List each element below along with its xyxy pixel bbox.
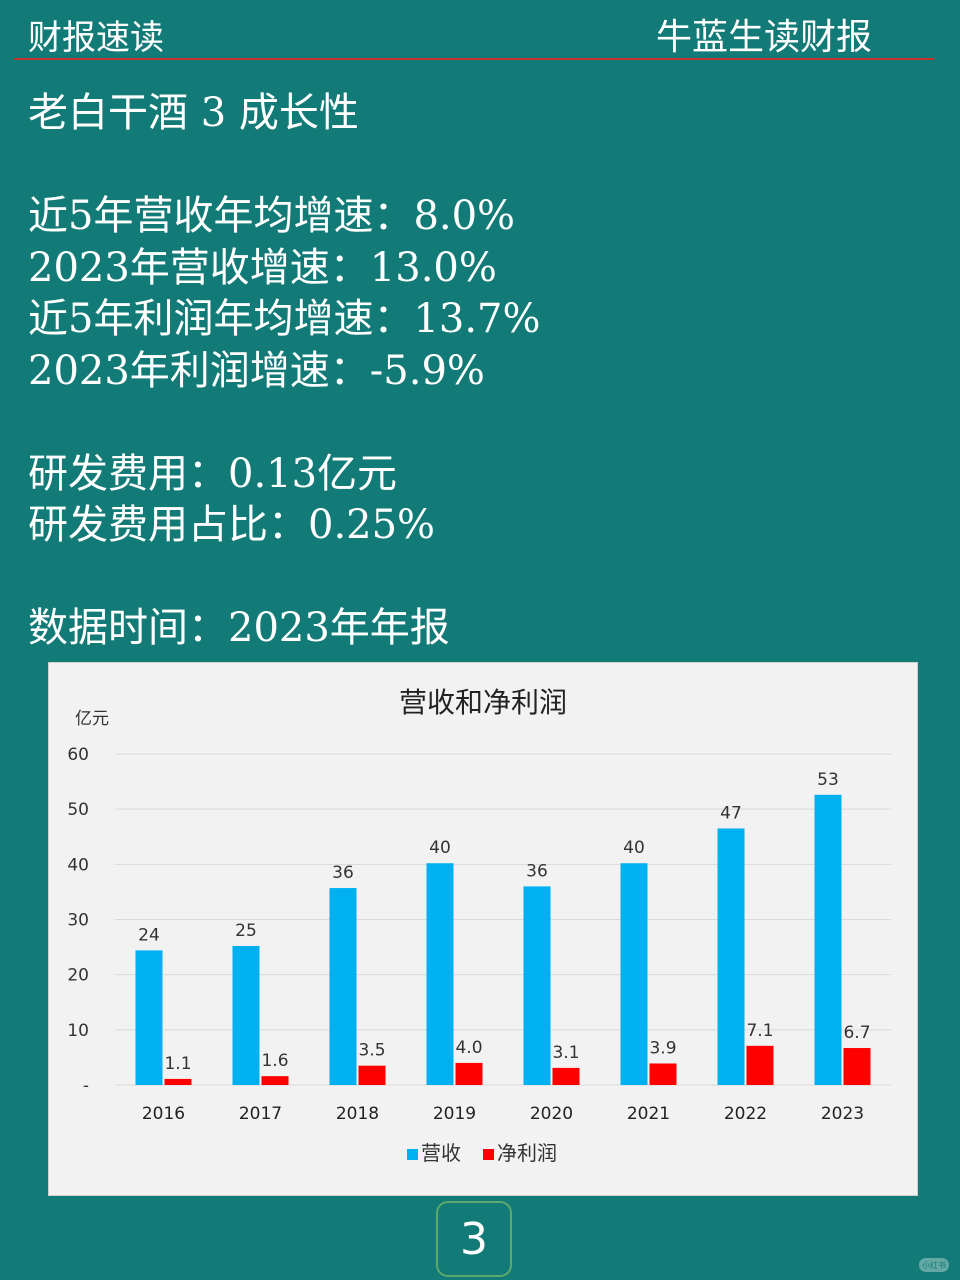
chart-panel: 营收和净利润亿元 - 10 20 30 40 50 60 24 1.1 2016 25 1.6 2017 3… [48, 662, 918, 1196]
x-tick-label: 2021 [627, 1104, 670, 1124]
spacer-line [28, 397, 541, 449]
revenue-bar [232, 945, 260, 1085]
x-tick-label: 2022 [724, 1104, 767, 1124]
x-tick-label: 2017 [239, 1104, 282, 1124]
rd-expense-line: 研发费用：0.13亿元 [28, 450, 398, 497]
profit-data-label: 1.1 [164, 1054, 191, 1074]
revenue-data-label: 36 [332, 863, 354, 883]
profit-bar [164, 1078, 192, 1085]
revenue-data-label: 40 [429, 838, 451, 858]
profit-data-label: 1.6 [261, 1051, 288, 1071]
revenue-data-label: 24 [138, 925, 160, 945]
y-tick-label: - [83, 1076, 89, 1096]
y-tick-label: 20 [67, 966, 89, 986]
spacer-line [28, 552, 541, 604]
watermark-logo: 小红书 [919, 1258, 949, 1272]
page-number-badge[interactable]: 3 [436, 1201, 512, 1277]
summary-text-block: 老白干酒 3 成长性 近5年营收年均增速：8.0% 2023年营收增速：13.0… [28, 88, 541, 655]
chart-title: 营收和净利润 [399, 686, 567, 719]
revenue-data-label: 53 [817, 770, 839, 790]
revenue-bar [523, 886, 551, 1085]
y-tick-label: 30 [67, 911, 89, 931]
revenue-bar [717, 828, 745, 1085]
x-tick-label: 2019 [433, 1104, 476, 1124]
x-tick-label: 2023 [821, 1104, 864, 1124]
y-tick-label: 40 [67, 855, 89, 875]
profit-bar [649, 1063, 677, 1085]
profit-bar [455, 1062, 483, 1085]
revenue-growth-line: 2023年营收增速：13.0% [28, 244, 497, 291]
legend-label-profit: 净利润 [497, 1141, 557, 1165]
profit-data-label: 3.1 [552, 1043, 579, 1063]
header-divider [14, 58, 934, 60]
profit-bar [746, 1045, 774, 1085]
profit-data-label: 7.1 [746, 1021, 773, 1041]
header-right-title: 牛蓝生读财报 [655, 17, 872, 58]
x-tick-label: 2020 [530, 1104, 573, 1124]
revenue-bar [814, 794, 842, 1085]
y-tick-label: 60 [67, 745, 89, 765]
legend-swatch-revenue [407, 1149, 418, 1160]
profit-bar [358, 1065, 386, 1085]
revenue-bar [329, 888, 357, 1085]
profit-bar [843, 1048, 871, 1085]
profit-cagr-line: 近5年利润年均增速：13.7% [28, 296, 541, 342]
rd-ratio-line: 研发费用占比：0.25% [28, 502, 436, 548]
y-tick-label: 50 [67, 800, 89, 820]
legend-swatch-profit [483, 1149, 494, 1160]
revenue-bar [620, 863, 648, 1085]
revenue-cagr-line: 近5年营收年均增速：8.0% [28, 193, 516, 239]
legend-label-revenue: 营收 [421, 1141, 461, 1165]
y-axis-unit-label: 亿元 [75, 709, 109, 729]
x-tick-label: 2016 [142, 1104, 185, 1124]
revenue-bar [426, 863, 454, 1085]
revenue-data-label: 36 [526, 861, 548, 881]
spacer-line [28, 140, 541, 192]
profit-bar [552, 1067, 580, 1085]
profit-data-label: 4.0 [455, 1038, 482, 1058]
profit-data-label: 3.9 [649, 1038, 676, 1058]
heading-line: 老白干酒 3 成长性 [28, 90, 359, 136]
profit-growth-line: 2023年利润增速：-5.9% [28, 347, 485, 394]
revenue-bar [135, 950, 163, 1085]
data-period-line: 数据时间：2023年年报 [28, 605, 450, 651]
y-tick-label: 10 [67, 1021, 89, 1041]
header-left-title: 财报速读 [28, 18, 164, 58]
profit-data-label: 6.7 [843, 1023, 870, 1043]
profit-bar [261, 1076, 289, 1085]
revenue-data-label: 47 [720, 803, 742, 823]
x-tick-label: 2018 [336, 1104, 379, 1124]
revenue-data-label: 25 [235, 921, 257, 941]
profit-data-label: 3.5 [358, 1041, 385, 1061]
revenue-data-label: 40 [623, 838, 645, 858]
